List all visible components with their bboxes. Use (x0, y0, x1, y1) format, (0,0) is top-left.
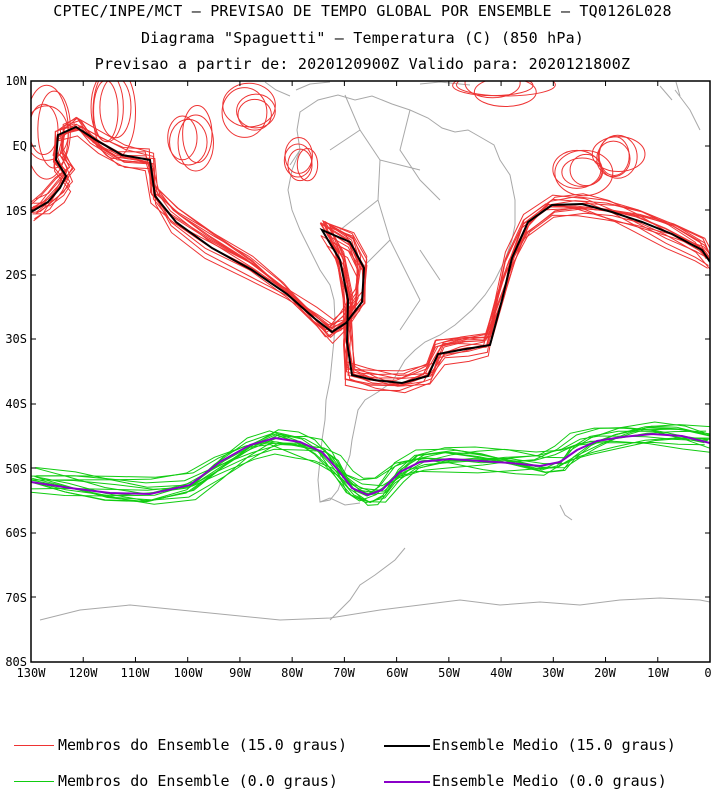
legend-green-swatch (14, 781, 54, 782)
red-member-line (31, 125, 707, 381)
lon-label-90w: 90W (229, 666, 251, 680)
red-member-line (31, 125, 710, 379)
ensemble-mean-15c (31, 125, 710, 385)
lat-label-70s: 70S (5, 591, 27, 605)
lat-label-eq: EQ (12, 139, 27, 153)
title-line-3: Previsao a partir de: 2020120900Z Valido… (94, 55, 631, 73)
lon-label-60w: 60W (386, 666, 408, 680)
lon-label-30w: 30W (542, 666, 564, 680)
red-member-line (31, 119, 710, 384)
green-member-line (32, 426, 705, 481)
map-frame (30, 80, 711, 663)
legend-purple-label: Ensemble Medio (0.0 graus) (432, 772, 667, 790)
red-member-blob (464, 81, 521, 99)
green-member-line (36, 435, 708, 487)
lat-label-40s: 40S (5, 397, 27, 411)
lat-label-60s: 60S (5, 526, 27, 540)
lon-label-70w: 70W (333, 666, 355, 680)
red-member-blob (167, 115, 198, 161)
green-member-line (32, 427, 710, 504)
legend-black-swatch (384, 745, 430, 747)
lon-label-130w: 130W (16, 666, 46, 680)
red-member-blob (92, 81, 137, 160)
red-member-blob (236, 93, 276, 129)
red-member-blob (90, 81, 124, 143)
red-member-blob (287, 148, 313, 182)
red-member-line (32, 126, 708, 387)
lat-label-50s: 50S (5, 462, 27, 476)
lon-label-20w: 20W (594, 666, 616, 680)
red-member-blob (221, 87, 268, 138)
legend-green-label: Membros do Ensemble (0.0 graus) (58, 772, 338, 790)
lat-label-10n: 10N (5, 74, 27, 88)
green-member-line (31, 426, 710, 503)
legend-purple-swatch (384, 781, 430, 783)
green-member-line (34, 424, 710, 496)
lon-label-100w: 100W (173, 666, 203, 680)
red-member-blob (554, 149, 614, 197)
red-member-line (33, 123, 709, 380)
legend-red-swatch (14, 745, 54, 746)
legend-red-label: Membros do Ensemble (15.0 graus) (58, 736, 347, 754)
red-member-line (31, 117, 710, 387)
lon-label-80w: 80W (281, 666, 303, 680)
green-member-line (34, 437, 710, 503)
red-member-blob (93, 81, 119, 142)
red-member-line (31, 123, 707, 386)
ensemble-mean-0c (31, 432, 710, 497)
green-member-line (31, 437, 710, 506)
lon-label-10w: 10W (647, 666, 669, 680)
lon-label-110w: 110W (120, 666, 150, 680)
red-member-blob (473, 81, 537, 107)
red-member-blob (569, 153, 603, 187)
legend-black-label: Ensemble Medio (15.0 graus) (432, 736, 676, 754)
lon-label-40w: 40W (490, 666, 512, 680)
lon-label-120w: 120W (68, 666, 98, 680)
red-member-blob (182, 105, 213, 164)
green-member-line (31, 430, 710, 497)
lon-label-50w: 50W (438, 666, 460, 680)
red-member-blob (31, 103, 59, 156)
lat-label-30s: 30S (5, 332, 27, 346)
red-member-blob (99, 81, 132, 139)
red-member-blob (177, 114, 214, 172)
red-member-blob (561, 157, 604, 187)
coastlines (39, 81, 710, 621)
red-member-blob (597, 134, 638, 179)
red-ensemble-members (31, 81, 710, 394)
lat-label-20s: 20S (5, 268, 27, 282)
red-member-blob (169, 118, 208, 166)
red-member-blob (552, 149, 602, 189)
title-line-1: CPTEC/INPE/MCT — PREVISAO DE TEMPO GLOBA… (53, 2, 672, 20)
red-member-line (31, 125, 710, 376)
red-member-blob (591, 136, 646, 173)
green-member-line (31, 440, 710, 492)
title-line-2: Diagrama "Spaguetti" — Temperatura (C) (… (140, 29, 585, 47)
lon-label-0: 0 (704, 666, 712, 680)
red-member-blob (31, 84, 69, 180)
red-member-line (33, 126, 710, 394)
red-member-blob (237, 98, 272, 131)
lat-label-10s: 10S (5, 204, 27, 218)
green-member-line (36, 428, 710, 504)
red-member-blob (452, 81, 534, 97)
lat-label-80s: 80S (5, 655, 27, 669)
red-member-blob (296, 147, 319, 182)
